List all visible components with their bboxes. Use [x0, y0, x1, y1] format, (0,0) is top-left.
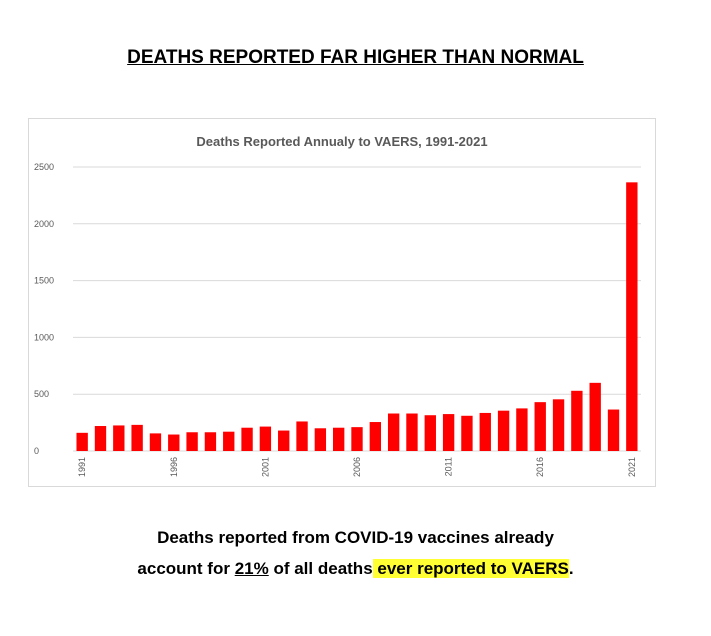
bar-2010 [424, 415, 436, 451]
bar-2021 [626, 182, 638, 451]
bar-2004 [314, 428, 327, 451]
bar-2007 [369, 422, 382, 451]
bar-2014 [497, 410, 510, 451]
caption-end: . [568, 559, 574, 578]
y-tick-label: 2000 [34, 219, 54, 229]
bar-chart: Deaths Reported Annualy to VAERS, 1991-2… [34, 134, 641, 477]
y-tick-label: 1500 [34, 276, 54, 286]
y-tick-label: 500 [34, 389, 49, 399]
x-tick-label: 2011 [444, 457, 454, 476]
bars [76, 182, 638, 451]
y-tick-label: 0 [34, 446, 39, 456]
bar-1994 [131, 424, 143, 451]
gridlines [73, 166, 641, 452]
x-axis-ticks: 1991 1996 2001 2006 2011 2016 2021 [77, 457, 637, 477]
bar-2013 [479, 412, 491, 451]
headline: DEATHS REPORTED FAR HIGHER THAN NORMAL [127, 47, 584, 68]
bar-1991 [76, 432, 88, 451]
bar-2018 [571, 390, 583, 451]
caption-highlight: ever reported to VAERS [372, 559, 569, 578]
caption-line-1: Deaths reported from COVID-19 vaccines a… [157, 528, 554, 547]
caption-middle: of all deaths [268, 559, 373, 578]
caption: Deaths reported from COVID-19 vaccines a… [0, 522, 711, 584]
caption-percent: 21% [234, 559, 269, 578]
bar-2009 [406, 413, 418, 451]
y-tick-label: 2500 [34, 162, 54, 172]
chart-area: Deaths Reported Annualy to VAERS, 1991-2… [28, 118, 656, 487]
bar-2005 [332, 427, 345, 451]
bar-2008 [387, 413, 400, 451]
y-axis-ticks: 0 500 1000 1500 2000 2500 [34, 162, 54, 456]
bar-2020 [607, 409, 620, 451]
bar-2002 [278, 430, 290, 451]
bar-2016 [534, 402, 546, 451]
caption-prefix: account for [137, 559, 235, 578]
caption-line-2: account for 21% of all deaths ever repor… [0, 553, 711, 584]
bar-2001 [259, 426, 272, 451]
bar-2015 [516, 408, 528, 451]
bar-1999 [223, 431, 235, 451]
bar-2012 [461, 415, 473, 451]
bar-1997 [186, 432, 198, 451]
bar-1998 [204, 432, 217, 451]
bar-2017 [552, 399, 565, 451]
x-tick-label: 2021 [627, 457, 637, 477]
bar-1995 [149, 433, 162, 451]
bar-2019 [589, 382, 601, 451]
x-tick-label: 1996 [169, 457, 179, 477]
bar-2011 [442, 414, 455, 451]
bar-2000 [241, 427, 253, 451]
x-tick-label: 1991 [77, 457, 87, 477]
bar-2006 [351, 427, 363, 451]
bar-2003 [296, 421, 308, 451]
bar-1993 [113, 425, 125, 451]
x-tick-label: 2016 [535, 457, 545, 477]
bar-1996 [168, 434, 180, 451]
x-tick-label: 2001 [260, 457, 270, 477]
y-tick-label: 1000 [34, 332, 54, 342]
chart-title: Deaths Reported Annualy to VAERS, 1991-2… [196, 134, 487, 149]
x-tick-label: 2006 [352, 457, 362, 477]
bar-1992 [94, 426, 107, 451]
